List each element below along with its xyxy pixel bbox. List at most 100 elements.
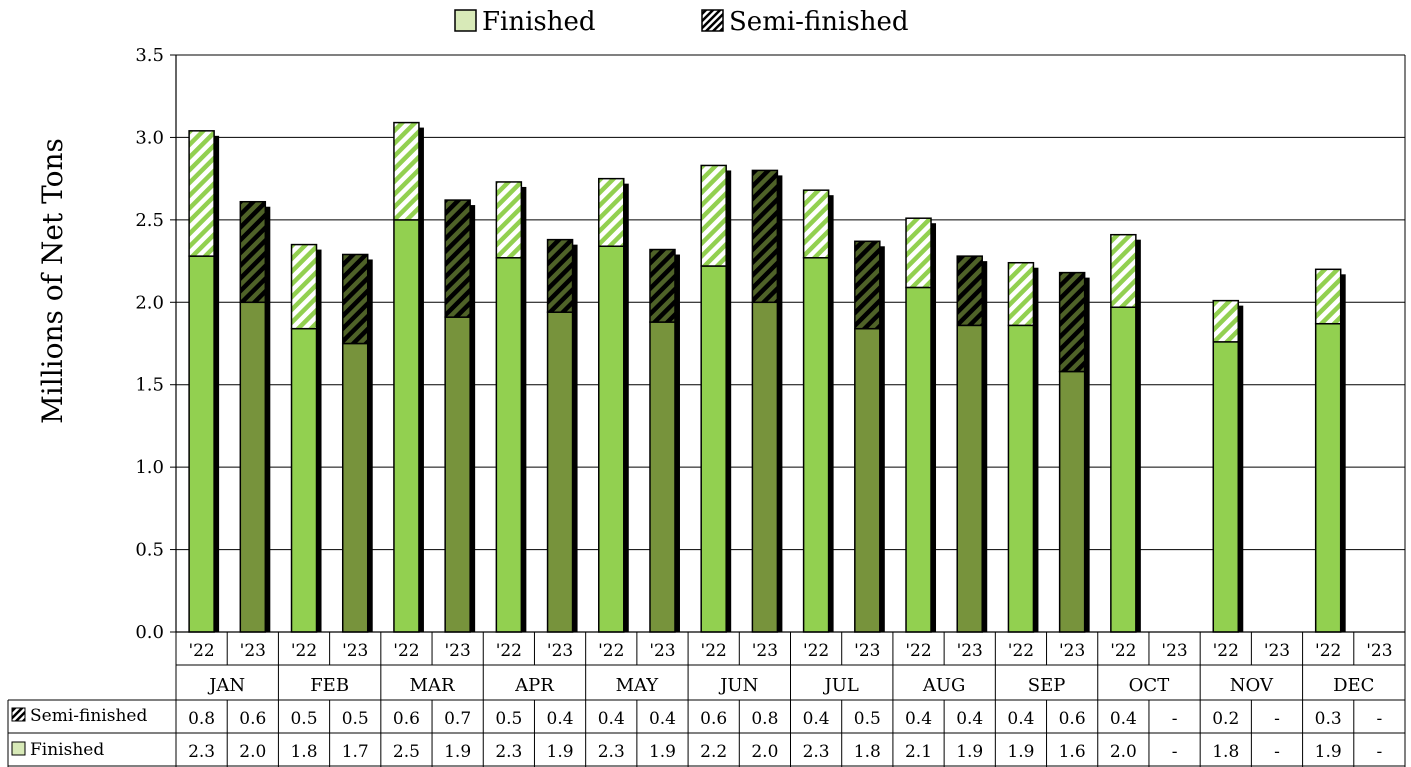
bar-group: [1058, 271, 1090, 633]
bar-semi-finished: [393, 121, 420, 221]
y-tick-label: 1.0: [135, 457, 164, 478]
table-cell-semi-finished: 0.4: [598, 709, 625, 729]
bar-group: [598, 177, 629, 633]
table-cell-semi-finished: 0.5: [854, 709, 881, 729]
bar-group: [546, 238, 578, 633]
bar-finished: [444, 316, 471, 633]
table-cell-semi-finished: 0.5: [342, 709, 369, 729]
bar-semi-finished: [956, 255, 983, 327]
x-year-label: '22: [701, 641, 727, 661]
y-tick-label: 2.5: [135, 210, 164, 231]
table-row-header-finished: Finished: [11, 740, 104, 760]
bar-finished: [188, 255, 215, 633]
x-year-label: '22: [803, 641, 829, 661]
data-table: Semi-finished Finished '22 '23 JAN '22 '23 FE…: [7, 632, 1406, 767]
table-cell-finished: -: [1172, 742, 1178, 762]
bar-finished: [751, 301, 779, 633]
bar-group: [751, 169, 783, 633]
table-cell-semi-finished: -: [1274, 709, 1280, 729]
table-cell-finished: 2.0: [239, 742, 266, 762]
table-cell-semi-finished: 0.4: [547, 709, 574, 729]
x-year-label: '22: [1315, 641, 1341, 661]
table-cell-finished: 1.6: [1059, 742, 1086, 762]
legend-swatch-finished: [454, 9, 477, 32]
table-cell-semi-finished: 0.7: [444, 709, 471, 729]
bar-semi-finished: [290, 243, 318, 330]
x-month-label: MAY: [616, 675, 660, 696]
y-tick-label: 3.0: [135, 127, 164, 148]
bars: [188, 121, 1346, 633]
table-cell-semi-finished: 0.5: [290, 709, 317, 729]
legend: Finished Semi-finished: [454, 7, 908, 37]
table-cell-finished: 1.8: [290, 742, 317, 762]
bar-finished: [290, 327, 318, 633]
table-cell-semi-finished: 0.6: [700, 709, 727, 729]
x-year-label: '23: [342, 641, 368, 661]
bar-semi-finished: [1007, 261, 1035, 327]
x-year-label: '22: [1008, 641, 1034, 661]
table-cell-semi-finished: 0.3: [1315, 709, 1342, 729]
table-cell-finished: 1.9: [1315, 742, 1342, 762]
table-cell-semi-finished: 0.4: [803, 709, 830, 729]
bar-finished: [239, 301, 267, 633]
x-year-label: '22: [1213, 641, 1239, 661]
bar-finished: [393, 219, 420, 633]
bar-finished: [905, 286, 932, 633]
bar-semi-finished: [341, 253, 369, 345]
legend-label-semi-finished: Semi-finished: [729, 7, 908, 37]
table-cell-semi-finished: 0.4: [649, 709, 676, 729]
bar-group: [188, 130, 220, 633]
table-cell-finished: -: [1377, 742, 1383, 762]
bar-group: [239, 200, 271, 633]
table-cell-finished: -: [1274, 742, 1280, 762]
x-year-label: '23: [547, 641, 573, 661]
table-cell-semi-finished: 0.4: [956, 709, 983, 729]
table-cell-finished: 2.5: [393, 742, 420, 762]
bar-group: [854, 240, 885, 633]
legend-label-finished: Finished: [482, 7, 596, 37]
y-tick-label: 1.5: [135, 375, 164, 396]
bar-group: [802, 189, 834, 633]
x-year-label: '22: [496, 641, 522, 661]
bar-group: [956, 255, 988, 633]
bar-semi-finished: [1212, 299, 1240, 343]
x-month-label: AUG: [922, 675, 966, 696]
bar-finished: [495, 257, 523, 633]
table-cell-semi-finished: 0.6: [1059, 709, 1086, 729]
x-month-label: JUN: [718, 675, 758, 696]
x-year-label: '22: [598, 641, 624, 661]
table-cell-finished: 2.3: [495, 742, 522, 762]
x-year-label: '23: [444, 641, 470, 661]
bar-finished: [700, 265, 727, 633]
bar-group: [444, 199, 476, 633]
table-cell-finished: 1.9: [1007, 742, 1034, 762]
bar-group: [1007, 261, 1039, 633]
x-month-label: JAN: [207, 675, 245, 696]
table-cell-semi-finished: -: [1377, 709, 1383, 729]
x-year-label: '22: [905, 641, 931, 661]
table-cell-semi-finished: 0.4: [905, 709, 932, 729]
x-month-label: SEP: [1028, 675, 1066, 696]
table-cell-finished: 2.3: [188, 742, 215, 762]
table-cell-finished: 2.3: [598, 742, 625, 762]
bar-finished: [649, 321, 676, 633]
bar-semi-finished: [444, 199, 471, 318]
bar-group: [700, 164, 732, 633]
x-year-label: '23: [854, 641, 880, 661]
table-cell-finished: 2.2: [700, 742, 727, 762]
table-cell-semi-finished: 0.6: [393, 709, 420, 729]
bar-finished: [956, 324, 983, 633]
y-axis-label: Millions of Net Tons: [36, 138, 69, 424]
bar-group: [290, 243, 322, 633]
x-year-label: '23: [752, 641, 778, 661]
bar-finished: [1212, 341, 1240, 633]
bar-group: [1110, 233, 1141, 633]
x-month-label: JUL: [823, 675, 859, 696]
x-year-label: '23: [1366, 641, 1392, 661]
x-year-label: '22: [291, 641, 317, 661]
y-axis-ticks: 0.0 0.5 1.0 1.5 2.0 2.5 3.0 3.5: [135, 45, 176, 643]
bar-finished: [598, 245, 625, 633]
table-legend-swatch-finished: [11, 741, 26, 756]
bar-group: [495, 181, 527, 633]
bar-semi-finished: [495, 181, 523, 259]
